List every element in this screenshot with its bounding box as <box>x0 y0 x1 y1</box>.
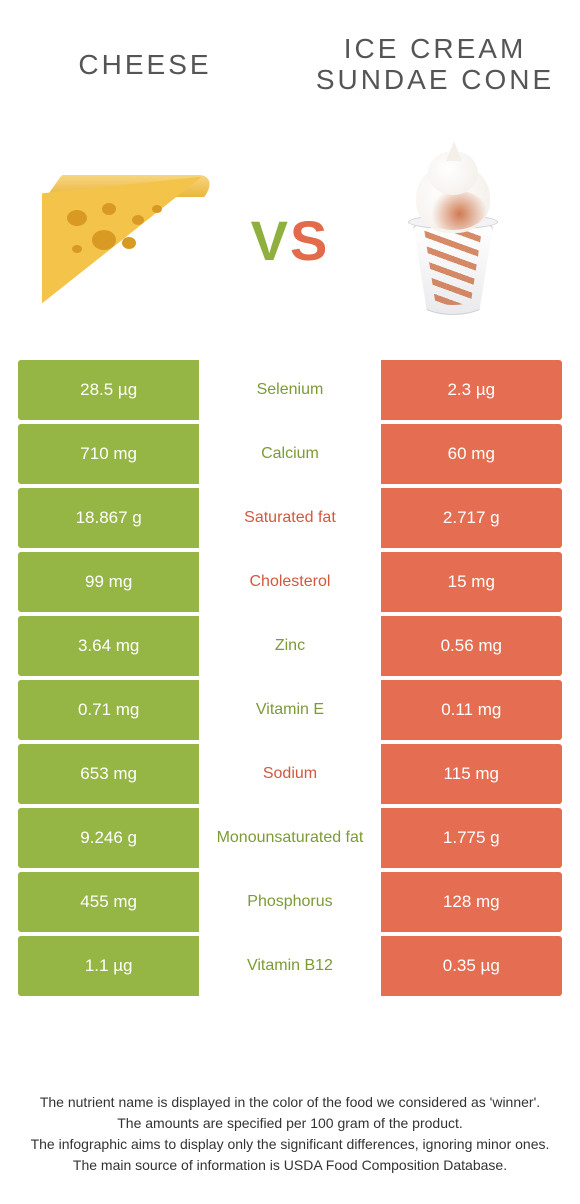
table-row: 710 mgCalcium60 mg <box>18 424 562 484</box>
footer-notes: The nutrient name is displayed in the co… <box>0 1092 580 1176</box>
value-right: 60 mg <box>381 424 562 484</box>
value-right: 2.3 µg <box>381 360 562 420</box>
nutrient-label: Vitamin B12 <box>199 936 380 996</box>
nutrient-label: Selenium <box>199 360 380 420</box>
sundae-image <box>363 150 543 330</box>
value-right: 0.35 µg <box>381 936 562 996</box>
value-right: 15 mg <box>381 552 562 612</box>
footer-line-3: The infographic aims to display only the… <box>28 1134 552 1155</box>
table-row: 9.246 gMonounsaturated fat1.775 g <box>18 808 562 868</box>
value-left: 9.246 g <box>18 808 199 868</box>
nutrient-label: Monounsaturated fat <box>199 808 380 868</box>
value-left: 3.64 mg <box>18 616 199 676</box>
footer-line-4: The main source of information is USDA F… <box>28 1155 552 1176</box>
value-left: 710 mg <box>18 424 199 484</box>
table-row: 455 mgPhosphorus128 mg <box>18 872 562 932</box>
nutrient-label: Sodium <box>199 744 380 804</box>
table-row: 653 mgSodium115 mg <box>18 744 562 804</box>
value-left: 455 mg <box>18 872 199 932</box>
table-row: 28.5 µgSelenium2.3 µg <box>18 360 562 420</box>
vs-v: V <box>251 209 290 272</box>
table-row: 3.64 mgZinc0.56 mg <box>18 616 562 676</box>
nutrient-label: Cholesterol <box>199 552 380 612</box>
table-row: 99 mgCholesterol15 mg <box>18 552 562 612</box>
footer-line-2: The amounts are specified per 100 gram o… <box>28 1113 552 1134</box>
title-right: ICE CREAM SUNDAE CONE <box>290 34 580 96</box>
header: CHEESE ICE CREAM SUNDAE CONE <box>0 0 580 130</box>
value-left: 18.867 g <box>18 488 199 548</box>
title-left: CHEESE <box>0 50 290 81</box>
value-left: 28.5 µg <box>18 360 199 420</box>
cheese-image <box>37 150 217 330</box>
nutrient-label: Phosphorus <box>199 872 380 932</box>
table-row: 0.71 mgVitamin E0.11 mg <box>18 680 562 740</box>
comparison-table: 28.5 µgSelenium2.3 µg710 mgCalcium60 mg1… <box>18 360 562 996</box>
value-left: 0.71 mg <box>18 680 199 740</box>
value-right: 0.56 mg <box>381 616 562 676</box>
nutrient-label: Zinc <box>199 616 380 676</box>
value-right: 115 mg <box>381 744 562 804</box>
table-row: 1.1 µgVitamin B120.35 µg <box>18 936 562 996</box>
value-right: 1.775 g <box>381 808 562 868</box>
footer-line-1: The nutrient name is displayed in the co… <box>28 1092 552 1113</box>
value-right: 128 mg <box>381 872 562 932</box>
value-left: 99 mg <box>18 552 199 612</box>
nutrient-label: Saturated fat <box>199 488 380 548</box>
value-left: 653 mg <box>18 744 199 804</box>
nutrient-label: Vitamin E <box>199 680 380 740</box>
value-left: 1.1 µg <box>18 936 199 996</box>
nutrient-label: Calcium <box>199 424 380 484</box>
vs-s: S <box>290 209 329 272</box>
table-row: 18.867 gSaturated fat2.717 g <box>18 488 562 548</box>
value-right: 2.717 g <box>381 488 562 548</box>
value-right: 0.11 mg <box>381 680 562 740</box>
vs-label: VS <box>251 208 330 273</box>
hero-row: VS <box>0 130 580 350</box>
